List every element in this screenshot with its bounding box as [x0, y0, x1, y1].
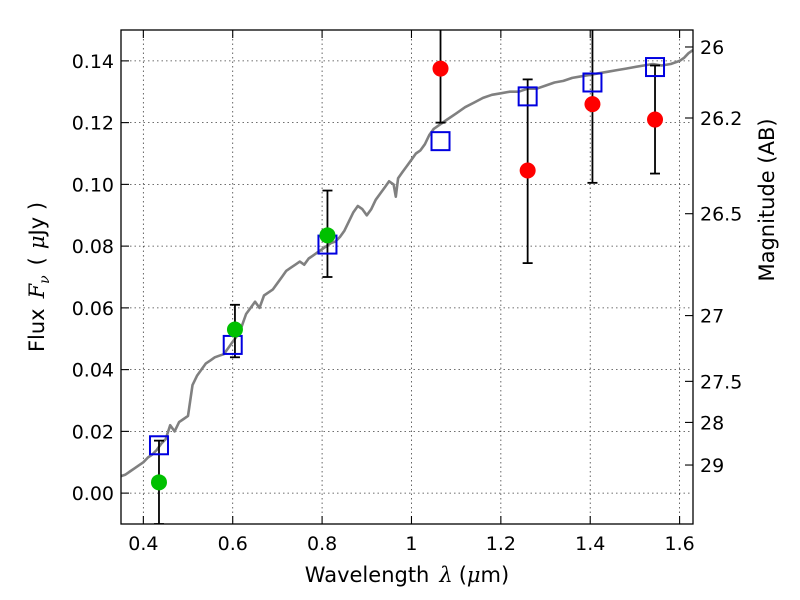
y2-tick-label: 28: [700, 412, 724, 434]
y2-tick-label: 26.2: [700, 108, 742, 130]
axes-frame: [120, 29, 694, 525]
synthetic-photometry-square: [148, 435, 169, 456]
y-axis-symbol: F: [25, 282, 49, 299]
y2-tick-label: 27: [700, 306, 724, 328]
x-tick-label: 0.4: [128, 533, 158, 555]
x-axis-title: Wavelength λ (μm): [305, 563, 509, 587]
y-tick-label: 0.04: [72, 360, 114, 382]
x-axis-unit-open: (: [459, 563, 467, 587]
y2-axis-title: Magnitude (AB): [755, 118, 779, 281]
limit-point: [519, 162, 536, 179]
y2-tick-label: 27.5: [700, 371, 742, 393]
x-tick-label: 0.8: [307, 533, 337, 555]
y-tick-label: 0.08: [72, 236, 114, 258]
y2-tick-label: 26: [700, 37, 724, 59]
x-axis-symbol: λ: [438, 563, 452, 587]
y-axis-unit-mu: μ: [25, 235, 49, 249]
y-axis-unit-rest: Jy ): [25, 202, 49, 238]
y-axis-title: Flux Fν ( μJy ): [25, 202, 53, 352]
x-axis-title-word: Wavelength: [305, 563, 430, 587]
y-tick-label: 0.00: [72, 483, 114, 505]
y2-tick-label: 29: [700, 455, 724, 477]
y-tick-label: 0.12: [72, 113, 114, 135]
y-axis-unit-open: (: [25, 257, 49, 265]
detection-point: [150, 474, 167, 491]
detection-point: [319, 227, 336, 244]
grid-lines: [121, 30, 693, 524]
x-tick-label: 1.2: [486, 533, 516, 555]
y-tick-label: 0.10: [72, 174, 114, 196]
limit-point: [584, 96, 601, 113]
synthetic-photometry-square: [517, 86, 538, 107]
x-tick-label: 1.4: [575, 533, 605, 555]
x-tick-label: 0.6: [218, 533, 248, 555]
x-tick-label: 1.6: [664, 533, 694, 555]
x-tick-label: 1: [405, 533, 417, 555]
y-axis-title-word: Flux: [25, 308, 49, 352]
data-markers: [148, 57, 666, 491]
model-sed-line: [121, 49, 693, 478]
y-tick-label: 0.06: [72, 298, 114, 320]
y2-tick-label: 26.5: [700, 204, 742, 226]
y-axis-subscript: ν: [37, 275, 53, 284]
limit-point: [647, 111, 664, 128]
x-axis-unit-mu: μ: [467, 563, 481, 587]
synthetic-photometry-square: [582, 72, 603, 93]
x-axis-unit-rest: m): [481, 563, 510, 587]
synthetic-photometry-square: [645, 57, 666, 78]
detection-point: [226, 321, 243, 338]
y-tick-label: 0.14: [72, 51, 114, 73]
y-tick-label: 0.02: [72, 421, 114, 443]
synthetic-photometry-square: [430, 131, 451, 152]
limit-point: [432, 60, 449, 77]
axis-ticks: 0.4 0.6 0.8 1 1.2 1.4 1.6 0.00 0.02 0.04 0.06 0.08 0…: [72, 30, 742, 555]
